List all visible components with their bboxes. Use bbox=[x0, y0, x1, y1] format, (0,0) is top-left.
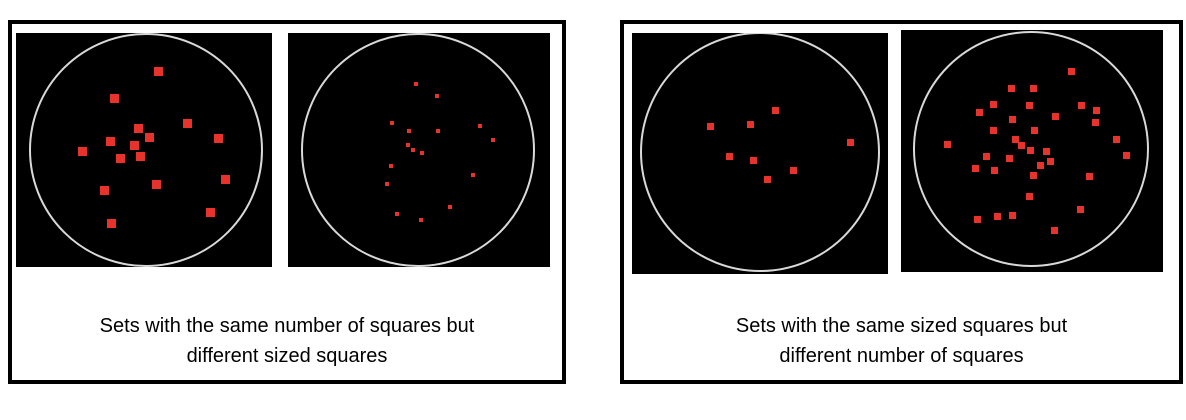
square bbox=[847, 139, 854, 146]
stimulus-large-squares bbox=[16, 33, 272, 267]
square bbox=[1078, 102, 1085, 109]
square bbox=[1027, 147, 1034, 154]
square bbox=[1009, 116, 1016, 123]
square bbox=[944, 141, 951, 148]
square bbox=[414, 82, 418, 86]
square bbox=[107, 219, 116, 228]
square bbox=[221, 175, 230, 184]
square bbox=[1047, 158, 1054, 165]
square bbox=[435, 94, 439, 98]
square bbox=[1012, 136, 1019, 143]
caption-line-2: different sized squares bbox=[12, 341, 562, 371]
square bbox=[991, 167, 998, 174]
square bbox=[206, 208, 215, 217]
square bbox=[390, 121, 394, 125]
square bbox=[1068, 68, 1075, 75]
stimulus-large-squares-svg bbox=[16, 33, 272, 267]
square bbox=[478, 124, 482, 128]
square bbox=[1077, 206, 1084, 213]
square bbox=[1026, 193, 1033, 200]
square bbox=[983, 153, 990, 160]
boundary-circle bbox=[641, 33, 879, 271]
stimulus-many-squares-svg bbox=[901, 30, 1163, 272]
square bbox=[1086, 173, 1093, 180]
square bbox=[1031, 127, 1038, 134]
square bbox=[1018, 142, 1025, 149]
square bbox=[420, 151, 424, 155]
square bbox=[385, 182, 389, 186]
stimulus-few-squares bbox=[632, 33, 888, 274]
caption-line-2: different number of squares bbox=[624, 341, 1179, 371]
square bbox=[136, 152, 145, 161]
caption-same-size: Sets with the same sized squares but dif… bbox=[624, 311, 1179, 371]
square bbox=[974, 216, 981, 223]
comparison-panel-same-count: Sets with the same number of squares but… bbox=[8, 20, 566, 384]
square bbox=[106, 137, 115, 146]
square bbox=[419, 218, 423, 222]
square bbox=[407, 129, 411, 133]
square bbox=[972, 165, 979, 172]
square bbox=[152, 180, 161, 189]
square bbox=[491, 138, 495, 142]
stimulus-few-squares-svg bbox=[632, 33, 888, 274]
square bbox=[471, 173, 475, 177]
square bbox=[990, 127, 997, 134]
square bbox=[1113, 136, 1120, 143]
square bbox=[1030, 85, 1037, 92]
square bbox=[1009, 212, 1016, 219]
square bbox=[994, 213, 1001, 220]
square bbox=[1052, 113, 1059, 120]
caption-line-1: Sets with the same sized squares but bbox=[624, 311, 1179, 341]
square bbox=[134, 124, 143, 133]
square bbox=[1043, 148, 1050, 155]
square bbox=[100, 186, 109, 195]
square bbox=[707, 123, 714, 130]
square bbox=[1008, 85, 1015, 92]
square bbox=[1051, 227, 1058, 234]
square bbox=[1093, 107, 1100, 114]
square bbox=[145, 133, 154, 142]
boundary-circle bbox=[30, 34, 262, 266]
square bbox=[1006, 155, 1013, 162]
square bbox=[764, 176, 771, 183]
boundary-circle bbox=[302, 34, 534, 266]
square bbox=[406, 143, 410, 147]
square bbox=[183, 119, 192, 128]
square bbox=[1030, 172, 1037, 179]
square bbox=[130, 141, 139, 150]
square bbox=[436, 129, 440, 133]
square bbox=[78, 147, 87, 156]
square bbox=[411, 148, 415, 152]
caption-same-count: Sets with the same number of squares but… bbox=[12, 311, 562, 371]
square bbox=[1092, 119, 1099, 126]
square bbox=[750, 157, 757, 164]
stimulus-small-squares bbox=[288, 33, 550, 267]
square bbox=[214, 134, 223, 143]
square bbox=[747, 121, 754, 128]
comparison-panel-same-size: Sets with the same sized squares but dif… bbox=[620, 20, 1183, 384]
square bbox=[1123, 152, 1130, 159]
square bbox=[726, 153, 733, 160]
square bbox=[389, 164, 393, 168]
stimulus-many-squares bbox=[901, 30, 1163, 272]
square bbox=[772, 107, 779, 114]
square bbox=[154, 67, 163, 76]
stimulus-small-squares-svg bbox=[288, 33, 550, 267]
caption-line-1: Sets with the same number of squares but bbox=[12, 311, 562, 341]
square bbox=[110, 94, 119, 103]
square bbox=[395, 212, 399, 216]
square bbox=[790, 167, 797, 174]
square bbox=[1026, 102, 1033, 109]
square bbox=[976, 109, 983, 116]
square bbox=[448, 205, 452, 209]
square bbox=[990, 101, 997, 108]
square bbox=[116, 154, 125, 163]
square bbox=[1037, 162, 1044, 169]
